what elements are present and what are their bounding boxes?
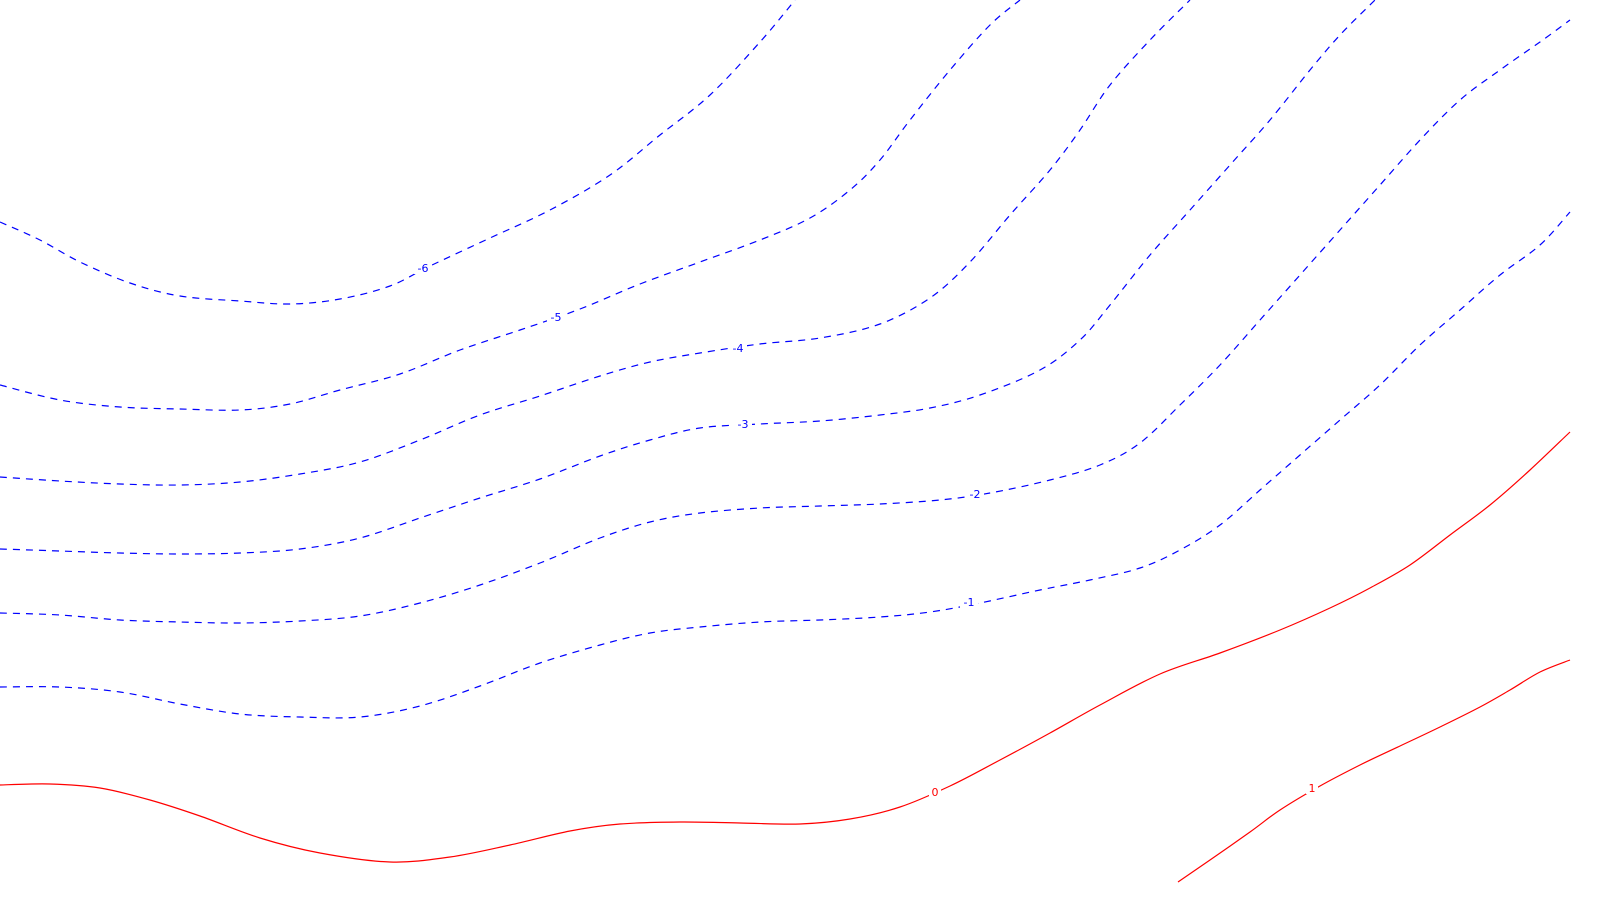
contour-line-level-neg2 [0,19,1571,624]
contour-label: -2 [970,488,981,501]
contour-label-bg [966,487,984,500]
contour-label-bg [547,310,565,323]
contour-line-level-0 [0,431,1571,863]
contour-label: -5 [551,311,562,324]
contour-label-bg [414,261,432,274]
contour-line-level-1 [1177,659,1571,883]
contour-label-bg [929,785,941,798]
contour-label: -1 [964,596,975,609]
contour-label-bg [960,595,978,608]
contour-label: 1 [1309,782,1316,795]
contour-label-bg [734,417,752,430]
contour-label: -4 [733,342,744,355]
contour-line-level-neg4 [0,0,1191,486]
contour-labels-group: -6 -5 -4 -3 -2 -1 0 1 [414,261,1318,799]
contour-line-level-neg6 [0,0,796,305]
contour-label: 0 [932,786,939,799]
contour-label-bg [1306,781,1318,794]
contour-lines-group [0,0,1571,883]
contour-label: -3 [738,418,749,431]
contour-line-level-neg5 [0,0,1021,411]
contour-line-level-neg3 [0,0,1376,555]
contour-line-level-neg1 [0,211,1571,719]
contour-label-bg [729,341,747,354]
contour-label: -6 [418,262,429,275]
